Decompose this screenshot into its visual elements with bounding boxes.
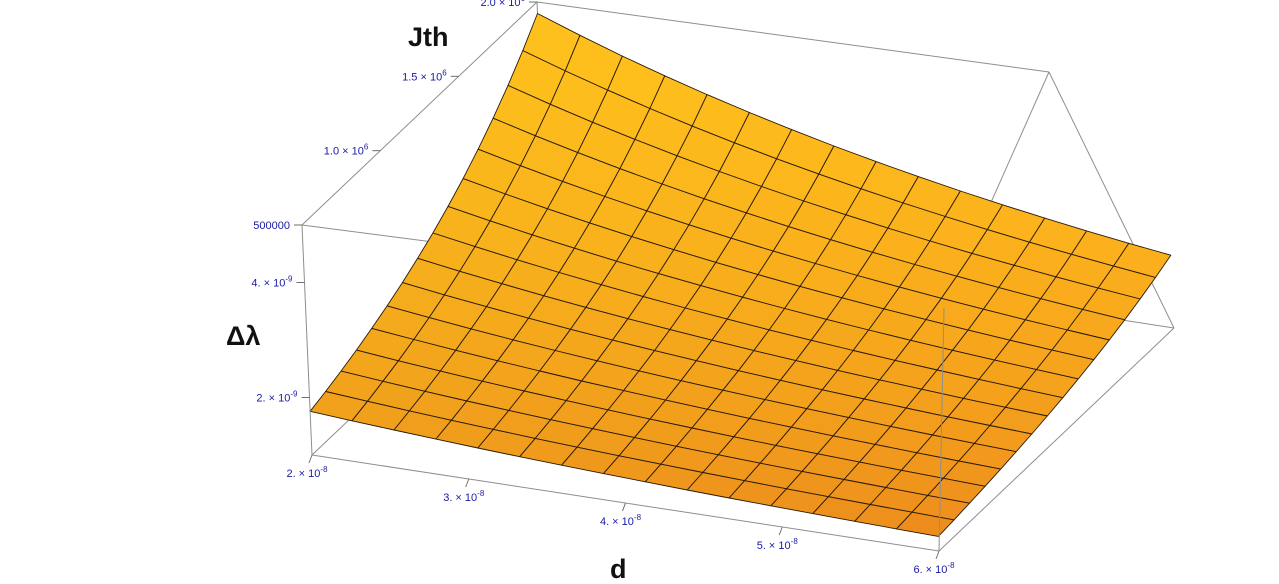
x-tick-label: 2. × 10-8 bbox=[286, 465, 328, 480]
x-tick-mark bbox=[935, 550, 940, 560]
box-edge-top-back bbox=[536, 1, 1050, 73]
z-tick-label: 1.5 × 106 bbox=[402, 68, 447, 83]
x-tick-mark bbox=[778, 526, 783, 536]
y-tick-label: 2. × 10-9 bbox=[256, 390, 298, 405]
box-edge-front-left-vertical bbox=[301, 224, 313, 456]
x-axis-label: d bbox=[610, 554, 627, 584]
box-edge-front-right-vertical bbox=[938, 307, 945, 552]
x-tick-label: 3. × 10-8 bbox=[443, 489, 485, 504]
box-edge-right-bottom bbox=[938, 327, 1175, 552]
y-axis-label: Δλ bbox=[226, 321, 260, 351]
x-tick-mark bbox=[465, 478, 470, 488]
z-tick-label: 2.0 × 106 bbox=[480, 0, 525, 9]
box-edge-right-back-vertical bbox=[1048, 71, 1175, 329]
y-tick-label: 4. × 10-9 bbox=[251, 275, 293, 290]
z-tick-label: 1.0 × 106 bbox=[324, 143, 369, 158]
surface-mesh bbox=[309, 13, 1172, 537]
axis-ticks: 2. × 10-8 3. × 10-8 4. × 10-8 5. × 10-8 6. ×… bbox=[251, 0, 955, 576]
x-tick-label: 5. × 10-8 bbox=[757, 537, 799, 552]
box-edge-top-left bbox=[301, 1, 538, 226]
x-tick-label: 6. × 10-8 bbox=[913, 561, 955, 576]
x-tick-label: 4. × 10-8 bbox=[600, 513, 642, 528]
z-axis-label: Jth bbox=[408, 22, 449, 52]
x-tick-mark bbox=[622, 502, 626, 512]
z-tick-label: 500000 bbox=[253, 220, 290, 232]
x-tick-mark bbox=[308, 454, 313, 464]
